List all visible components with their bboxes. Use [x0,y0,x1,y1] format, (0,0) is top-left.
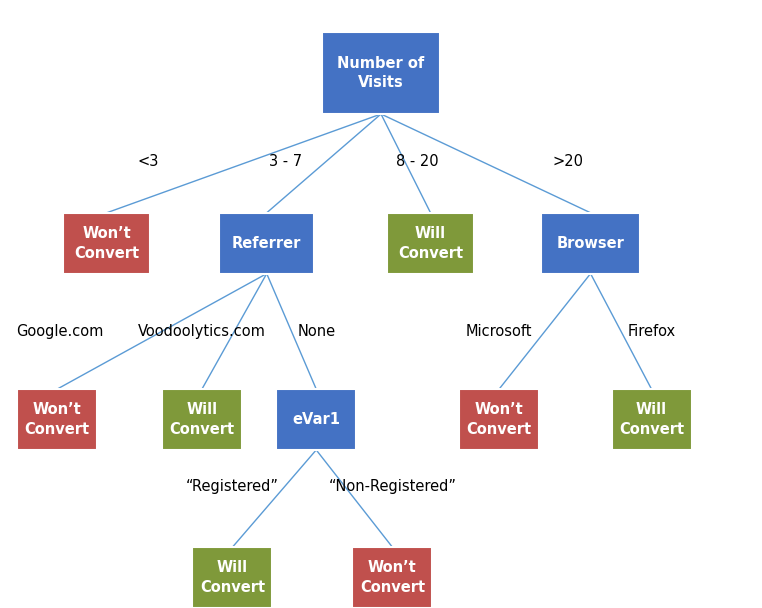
Text: 3 - 7: 3 - 7 [269,154,303,168]
Text: Google.com: Google.com [16,324,103,339]
FancyBboxPatch shape [192,547,272,608]
Text: None: None [297,324,335,339]
FancyBboxPatch shape [17,389,98,450]
FancyBboxPatch shape [541,213,640,274]
FancyBboxPatch shape [611,389,692,450]
Text: “Non-Registered”: “Non-Registered” [328,479,456,494]
Text: Number of
Visits: Number of Visits [338,55,424,91]
FancyBboxPatch shape [352,547,433,608]
Text: Won’t
Convert: Won’t Convert [360,560,425,595]
FancyBboxPatch shape [162,389,242,450]
Text: Microsoft: Microsoft [466,324,533,339]
Text: Voodoolytics.com: Voodoolytics.com [138,324,266,339]
Text: Will
Convert: Will Convert [398,226,463,261]
Text: Will
Convert: Will Convert [169,402,235,437]
FancyBboxPatch shape [386,213,474,274]
Text: Browser: Browser [556,236,625,250]
FancyBboxPatch shape [459,389,539,450]
Text: Won’t
Convert: Won’t Convert [74,226,139,261]
FancyBboxPatch shape [63,213,151,274]
FancyBboxPatch shape [276,389,356,450]
Text: Will
Convert: Will Convert [619,402,684,437]
Text: Firefox: Firefox [627,324,676,339]
Text: Won’t
Convert: Won’t Convert [24,402,90,437]
Text: >20: >20 [552,154,583,168]
Text: eVar1: eVar1 [293,412,340,427]
Text: Referrer: Referrer [232,236,302,250]
Text: Will
Convert: Will Convert [200,560,265,595]
Text: “Registered”: “Registered” [186,479,279,494]
Text: <3: <3 [138,154,159,168]
Text: 8 - 20: 8 - 20 [395,154,438,168]
FancyBboxPatch shape [219,213,314,274]
Text: Won’t
Convert: Won’t Convert [466,402,532,437]
FancyBboxPatch shape [322,32,440,114]
